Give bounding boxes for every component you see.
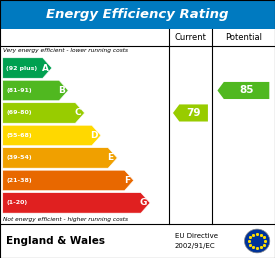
- Polygon shape: [173, 104, 208, 122]
- Text: (1-20): (1-20): [6, 200, 27, 205]
- Text: 79: 79: [186, 108, 201, 118]
- Polygon shape: [3, 148, 117, 168]
- Polygon shape: [3, 193, 150, 213]
- Text: Current: Current: [175, 33, 206, 42]
- Text: (92 plus): (92 plus): [6, 66, 37, 70]
- Polygon shape: [3, 170, 134, 191]
- Polygon shape: [3, 80, 68, 101]
- Text: A: A: [42, 63, 48, 72]
- Text: (55-68): (55-68): [6, 133, 32, 138]
- Text: EU Directive: EU Directive: [175, 233, 218, 239]
- Text: Potential: Potential: [225, 33, 262, 42]
- Polygon shape: [3, 58, 52, 78]
- Text: G: G: [139, 198, 147, 207]
- Text: B: B: [58, 86, 65, 95]
- Text: F: F: [124, 176, 130, 185]
- Text: (39-54): (39-54): [6, 155, 32, 160]
- Polygon shape: [218, 82, 269, 99]
- Text: (69-80): (69-80): [6, 110, 32, 116]
- Text: E: E: [107, 154, 114, 163]
- Text: 2002/91/EC: 2002/91/EC: [175, 243, 215, 249]
- Polygon shape: [3, 103, 85, 123]
- Text: (21-38): (21-38): [6, 178, 32, 183]
- Bar: [0, 0, 275, 29]
- Text: (81-91): (81-91): [6, 88, 32, 93]
- Text: 85: 85: [239, 85, 254, 95]
- Text: England & Wales: England & Wales: [6, 236, 104, 246]
- Text: Energy Efficiency Rating: Energy Efficiency Rating: [46, 8, 229, 21]
- Text: D: D: [90, 131, 98, 140]
- Text: C: C: [75, 108, 81, 117]
- Text: Very energy efficient - lower running costs: Very energy efficient - lower running co…: [3, 48, 128, 53]
- Circle shape: [244, 229, 270, 253]
- Text: Not energy efficient - higher running costs: Not energy efficient - higher running co…: [3, 216, 128, 222]
- Polygon shape: [3, 125, 101, 146]
